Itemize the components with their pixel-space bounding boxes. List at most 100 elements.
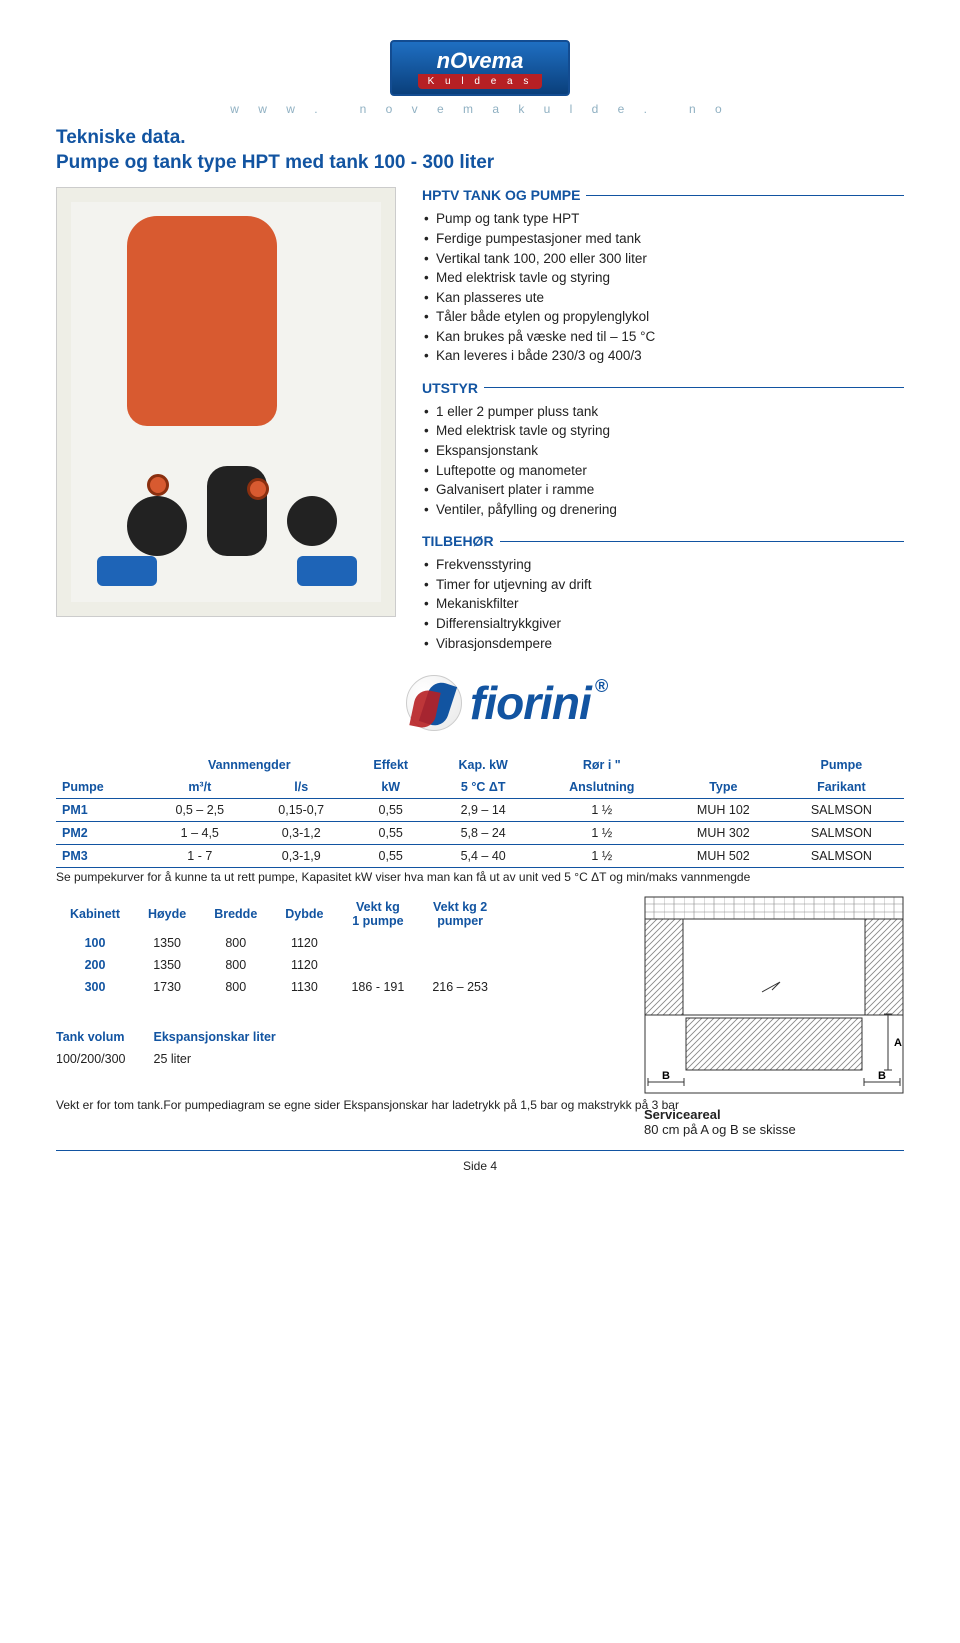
fiorini-logo: fiorini® xyxy=(406,675,904,736)
table-cell: 800 xyxy=(200,976,271,998)
page-header: nOvema K u l d e a s w w w . n o v e m a… xyxy=(56,40,904,116)
list-item: Kan leveres i både 230/3 og 400/3 xyxy=(422,346,904,366)
table-cell: 1120 xyxy=(271,954,337,976)
page-title: Tekniske data. Pumpe og tank type HPT me… xyxy=(56,126,904,175)
service-line: 80 cm på A og B se skisse xyxy=(644,1122,904,1137)
col-header: Farikant xyxy=(779,776,904,799)
table-cell: 0,3-1,9 xyxy=(252,845,351,868)
col-header: l/s xyxy=(252,776,351,799)
col-header: Vekt kg 1 pumpe xyxy=(337,896,418,932)
list-item: Luftepotte og manometer xyxy=(422,461,904,481)
svg-text:A: A xyxy=(894,1037,902,1049)
table-cell: 1 - 7 xyxy=(148,845,252,868)
table-cell: 1 ½ xyxy=(536,799,668,822)
table-cell: 1130 xyxy=(271,976,337,998)
table-cell: 186 - 191 xyxy=(337,976,418,998)
list-item: Timer for utjevning av drift xyxy=(422,575,904,595)
table-cell: 800 xyxy=(200,954,271,976)
list-item: Tåler både etylen og propylenglykol xyxy=(422,307,904,327)
table-cell: 1 ½ xyxy=(536,845,668,868)
svg-text:B: B xyxy=(662,1070,670,1082)
brand-logo: nOvema K u l d e a s xyxy=(390,40,570,96)
table-row: 30017308001130186 - 191216 – 253 xyxy=(56,976,502,998)
table-cell: 800 xyxy=(200,932,271,954)
table-row: 100/200/30025 liter xyxy=(56,1048,304,1070)
list-item: Vibrasjonsdempere xyxy=(422,634,904,654)
list-item: 1 eller 2 pumper pluss tank xyxy=(422,402,904,422)
list-item: Med elektrisk tavle og styring xyxy=(422,421,904,441)
table-cell: 1350 xyxy=(134,932,200,954)
table-cell: 0,55 xyxy=(351,845,431,868)
list-item: Frekvensstyring xyxy=(422,555,904,575)
col-header: Ekspansjonskar liter xyxy=(154,1026,304,1048)
list-item: Kan plasseres ute xyxy=(422,288,904,308)
footer-rule xyxy=(56,1150,904,1151)
section-heading-3: TILBEHØR xyxy=(422,533,904,549)
table-cell: 200 xyxy=(56,954,134,976)
table-cell xyxy=(337,932,418,954)
table-cell: MUH 102 xyxy=(668,799,779,822)
table-cell: 2,9 – 14 xyxy=(431,799,536,822)
table-row: 20013508001120 xyxy=(56,954,502,976)
cabinet-table: Kabinett Høyde Bredde Dybde Vekt kg 1 pu… xyxy=(56,896,502,998)
col-header: Pumpe xyxy=(56,776,148,799)
table-row: PM21 – 4,50,3-1,20,555,8 – 241 ½MUH 302S… xyxy=(56,822,904,845)
table-cell xyxy=(418,954,502,976)
col-header: Høyde xyxy=(134,896,200,932)
volume-table: Tank volum Ekspansjonskar liter 100/200/… xyxy=(56,1026,304,1070)
table-cell: 5,4 – 40 xyxy=(431,845,536,868)
section-heading-2: UTSTYR xyxy=(422,380,904,396)
service-heading: Serviceareal xyxy=(644,1107,904,1122)
fiorini-text: fiorini® xyxy=(470,676,607,730)
table-cell xyxy=(418,932,502,954)
product-image xyxy=(56,187,396,617)
service-area: Serviceareal 80 cm på A og B se skisse xyxy=(644,1107,904,1137)
spec-list-1: Pump og tank type HPTFerdige pumpestasjo… xyxy=(422,209,904,366)
table-cell: 300 xyxy=(56,976,134,998)
col-header: Type xyxy=(668,776,779,799)
list-item: Ventiler, påfylling og drenering xyxy=(422,500,904,520)
col-header: m³/t xyxy=(148,776,252,799)
brand-tagline: w w w . n o v e m a k u l d e . n o xyxy=(56,102,904,116)
table-cell: 0,55 xyxy=(351,799,431,822)
list-item: Pump og tank type HPT xyxy=(422,209,904,229)
svg-text:B: B xyxy=(878,1070,886,1082)
title-line-2: Pumpe og tank type HPT med tank 100 - 30… xyxy=(56,151,904,176)
col-header: 5 °C ΔT xyxy=(431,776,536,799)
table-cell: PM2 xyxy=(56,822,148,845)
table-cell: MUH 502 xyxy=(668,845,779,868)
list-item: Ferdige pumpestasjoner med tank xyxy=(422,229,904,249)
list-item: Differensialtrykkgiver xyxy=(422,614,904,634)
pump-table: Vannmengder Effekt Kap. kW Rør i " Pumpe… xyxy=(56,754,904,868)
list-item: Galvanisert plater i ramme xyxy=(422,480,904,500)
list-item: Vertikal tank 100, 200 eller 300 liter xyxy=(422,249,904,269)
table-cell: 1350 xyxy=(134,954,200,976)
list-item: Mekaniskfilter xyxy=(422,594,904,614)
fiorini-mark-icon xyxy=(406,675,462,731)
table-cell: 5,8 – 24 xyxy=(431,822,536,845)
table-cell: 1 ½ xyxy=(536,822,668,845)
col-group: Vannmengder xyxy=(148,754,351,776)
table-cell: 100 xyxy=(56,932,134,954)
col-header: Vekt kg 2 pumper xyxy=(418,896,502,932)
list-item: Med elektrisk tavle og styring xyxy=(422,268,904,288)
table-cell: SALMSON xyxy=(779,799,904,822)
table-cell: 1730 xyxy=(134,976,200,998)
col-header: Dybde xyxy=(271,896,337,932)
table-cell: MUH 302 xyxy=(668,822,779,845)
spec-list-3: FrekvensstyringTimer for utjevning av dr… xyxy=(422,555,904,653)
table-cell xyxy=(337,954,418,976)
clearance-diagram: A B B Serviceareal 80 cm på A og B se sk… xyxy=(644,896,904,1094)
col-header: kW xyxy=(351,776,431,799)
page-number: Side 4 xyxy=(56,1159,904,1173)
spec-list-2: 1 eller 2 pumper pluss tankMed elektrisk… xyxy=(422,402,904,519)
brand-main: nOvema xyxy=(437,48,524,72)
table-note: Se pumpekurver for å kunne ta ut rett pu… xyxy=(56,870,904,884)
table-cell: PM1 xyxy=(56,799,148,822)
col-group: Pumpe xyxy=(779,754,904,776)
table-cell: SALMSON xyxy=(779,822,904,845)
table-cell: 1 – 4,5 xyxy=(148,822,252,845)
table-cell: 0,3-1,2 xyxy=(252,822,351,845)
title-line-1: Tekniske data. xyxy=(56,126,904,151)
list-item: Ekspansjonstank xyxy=(422,441,904,461)
